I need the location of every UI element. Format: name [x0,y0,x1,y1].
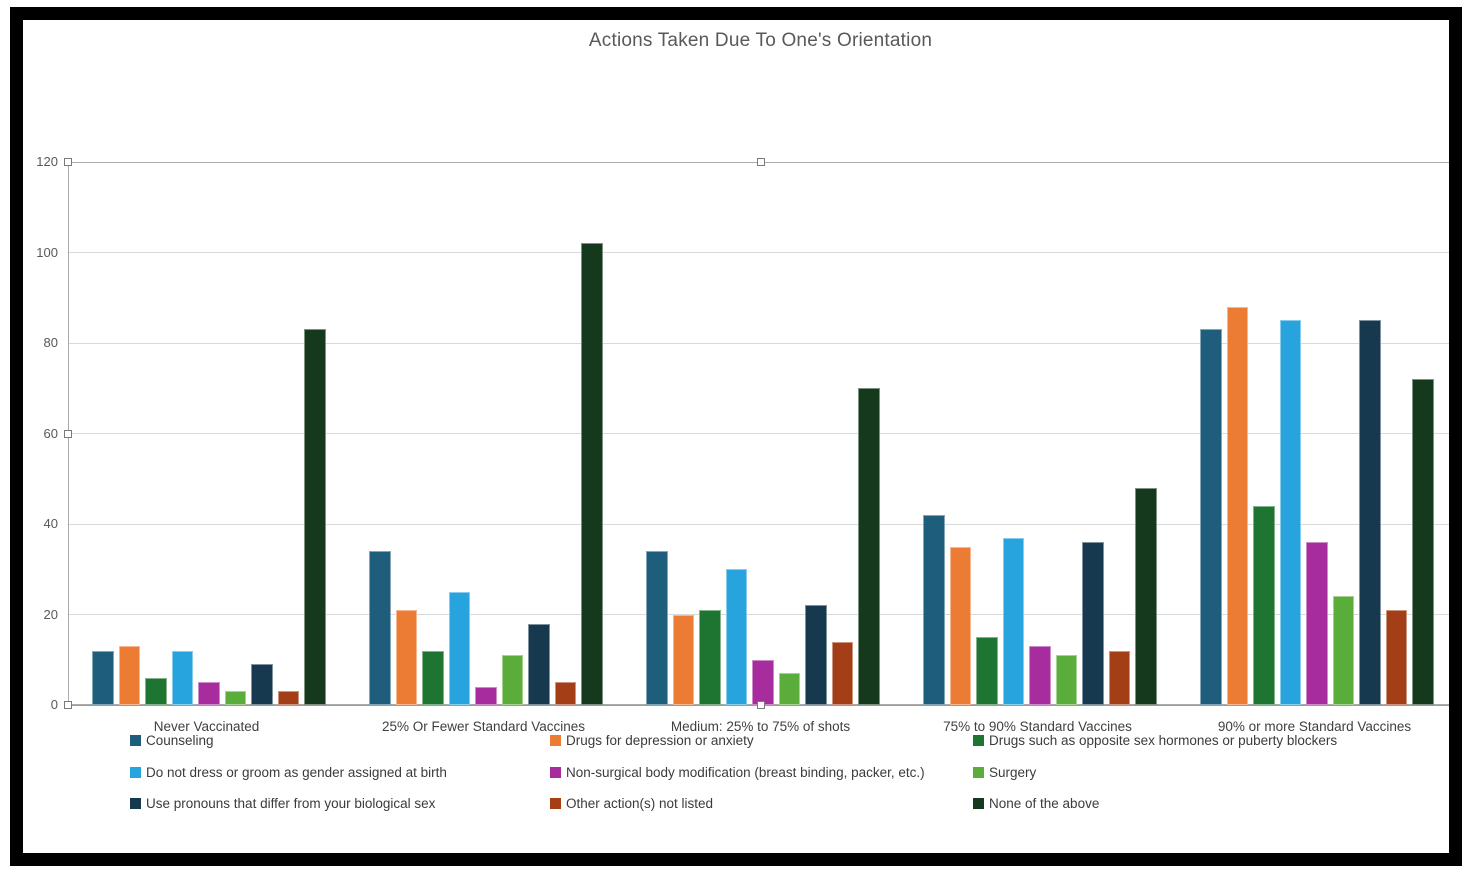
bar-s5-c1[interactable] [198,682,220,705]
legend-swatch-icon [973,767,984,778]
bar-s2-c4[interactable] [949,546,971,705]
bar-s3-c5[interactable] [1253,505,1275,705]
legend-swatch-icon [550,767,561,778]
y-axis-label-120: 120 [36,154,58,169]
bar-s4-c3[interactable] [725,569,747,705]
legend-swatch-icon [973,735,984,746]
y-axis-label-60: 60 [43,425,58,441]
legend-swatch-icon [550,735,561,746]
bar-s9-c5[interactable] [1412,379,1434,705]
x-axis-category-label-4: 75% to 90% Standard Vaccines [943,719,1132,734]
selection-handle-1[interactable] [64,158,72,166]
x-axis-category-label-5: 90% or more Standard Vaccines [1217,719,1412,734]
bar-s6-c2[interactable] [501,655,523,705]
bar-s1-c2[interactable] [369,551,391,705]
bar-s9-c2[interactable] [581,243,603,705]
bar-s4-c2[interactable] [448,591,470,705]
bar-s8-c2[interactable] [554,682,576,705]
gridline-20 [68,614,1453,615]
y-axis-label-0: 0 [50,697,58,712]
bar-s4-c4[interactable] [1002,537,1024,705]
bar-s2-c3[interactable] [672,614,694,705]
bar-s1-c5[interactable] [1200,329,1222,705]
legend-swatch-icon [973,798,984,809]
bar-s7-c2[interactable] [528,623,550,705]
y-axis-label-100: 100 [36,244,58,260]
bar-s5-c2[interactable] [475,686,497,705]
bar-s9-c3[interactable] [858,388,880,705]
selection-handle-5[interactable] [756,701,765,709]
bar-s5-c4[interactable] [1029,646,1051,705]
legend-item-3[interactable]: Drugs such as opposite sex hormones or p… [973,733,1337,748]
bar-s8-c3[interactable] [831,641,853,705]
bar-s4-c5[interactable] [1279,320,1301,705]
x-axis-category-label-2: 25% Or Fewer Standard Vaccines [381,719,586,734]
bar-s3-c3[interactable] [699,609,721,705]
bar-s5-c3[interactable] [752,659,774,705]
bar-s2-c2[interactable] [395,609,417,705]
y-axis-label-80: 80 [43,335,58,350]
chart-title[interactable]: Actions Taken Due To One's Orientation [588,30,933,51]
legend-item-label: Use pronouns that differ from your biolo… [146,796,436,811]
bar-s7-c1[interactable] [251,664,273,705]
legend-item-6[interactable]: Surgery [973,765,1036,780]
bar-s9-c4[interactable] [1135,487,1157,705]
legend-swatch-icon [130,798,141,809]
bar-s1-c4[interactable] [923,514,945,705]
bar-s4-c1[interactable] [171,650,193,705]
legend-swatch-icon [550,798,561,809]
selection-handle-3[interactable] [64,701,72,709]
selection-handle-4[interactable] [756,158,765,166]
bar-s7-c4[interactable] [1082,542,1104,705]
legend-item-2[interactable]: Drugs for depression or anxiety [550,733,754,748]
bar-s8-c4[interactable] [1108,650,1130,705]
legend-swatch-icon [130,767,141,778]
bar-s9-c1[interactable] [304,329,326,705]
legend-item-label: Counseling [146,733,214,748]
gridline-80 [68,342,1453,344]
legend-item-4[interactable]: Do not dress or groom as gender assigned… [130,765,447,780]
bar-s6-c5[interactable] [1332,596,1354,705]
bar-s3-c2[interactable] [422,650,444,705]
bar-s7-c5[interactable] [1359,320,1381,705]
bar-s6-c3[interactable] [778,673,800,705]
bar-s8-c5[interactable] [1385,609,1407,705]
bar-s6-c1[interactable] [224,691,246,705]
bar-s1-c1[interactable] [92,650,114,705]
legend-item-label: Do not dress or groom as gender assigned… [146,765,447,780]
legend-item-5[interactable]: Non-surgical body modification (breast b… [550,765,925,780]
gridline-60 [68,433,1453,434]
bar-s2-c1[interactable] [118,646,140,705]
bar-s1-c3[interactable] [646,551,668,705]
legend-swatch-icon [130,735,141,746]
legend-item-9[interactable]: None of the above [973,796,1099,811]
bar-s5-c5[interactable] [1306,542,1328,705]
x-axis-category-label-3: Medium: 25% to 75% of shots [670,719,851,734]
bar-s7-c3[interactable] [805,605,827,705]
bar-s3-c1[interactable] [145,677,167,705]
gridline-40 [68,523,1453,525]
bar-s2-c5[interactable] [1226,306,1248,705]
legend-item-label: Other action(s) not listed [566,796,714,811]
x-axis-category-label-1: Never Vaccinated [153,719,260,734]
gridline-100 [68,252,1453,253]
bar-s3-c4[interactable] [976,637,998,705]
bar-s8-c1[interactable] [277,691,299,705]
legend-item-1[interactable]: Counseling [130,733,214,748]
legend-item-label: Drugs for depression or anxiety [566,733,754,748]
legend-item-label: Non-surgical body modification (breast b… [566,765,925,780]
legend-item-label: None of the above [989,796,1100,811]
selection-handle-2[interactable] [64,429,72,438]
legend-item-label: Surgery [989,765,1037,780]
legend-item-7[interactable]: Use pronouns that differ from your biolo… [130,796,435,811]
y-axis-label-20: 20 [43,606,58,622]
bar-s6-c4[interactable] [1055,655,1077,705]
y-axis-label-40: 40 [43,516,58,531]
legend-item-8[interactable]: Other action(s) not listed [550,796,713,811]
legend-item-label: Drugs such as opposite sex hormones or p… [989,733,1338,748]
